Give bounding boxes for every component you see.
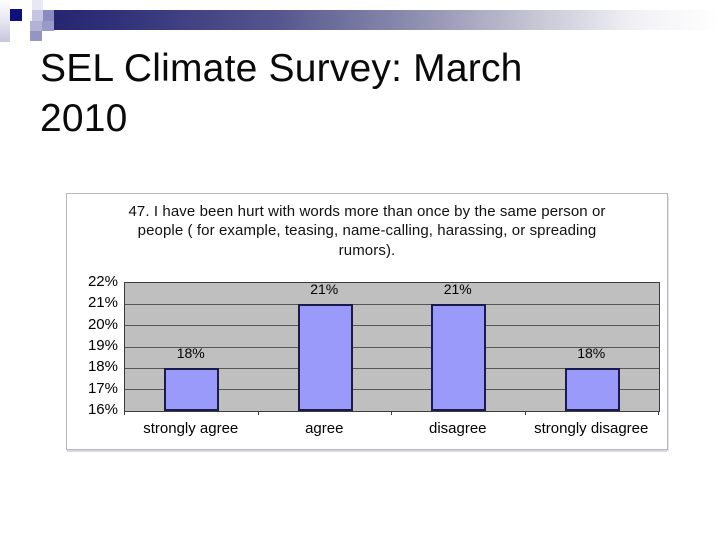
gridline: [125, 325, 659, 327]
decoration-navy-square: [10, 9, 22, 21]
decoration-square: [43, 10, 54, 21]
gridline: [125, 303, 659, 305]
decoration-left-strip: [0, 0, 10, 42]
x-axis-tick: [257, 411, 259, 415]
x-axis-tick: [124, 411, 125, 415]
data-label-agree: 21%: [310, 281, 339, 298]
y-axis-tick-label: 21%: [87, 294, 118, 312]
data-label-strongly-agree: 18%: [176, 345, 205, 362]
slide-title: SEL Climate Survey: March 2010: [40, 47, 523, 140]
decoration-gradient-bar: [37, 10, 720, 30]
category-label-strongly-disagree: strongly disagree: [534, 420, 649, 437]
decoration-square: [30, 21, 42, 31]
gridline: [125, 389, 659, 391]
y-axis-tick-label: 16%: [87, 401, 118, 418]
survey-bar-chart: 47. I have been hurt with words more tha…: [66, 193, 668, 450]
y-axis-tick-label: 22%: [87, 273, 118, 290]
data-label-strongly-disagree: 18%: [577, 345, 606, 362]
category-label-strongly-agree: strongly agree: [143, 420, 239, 437]
x-axis-tick: [391, 411, 392, 415]
bar-strongly-disagree: [564, 368, 620, 411]
plot-area: [124, 282, 660, 412]
decoration-square: [30, 31, 42, 41]
category-label-disagree: disagree: [428, 420, 487, 437]
bar-disagree: [431, 304, 487, 411]
decoration-square: [32, 10, 43, 21]
decoration-square: [32, 0, 43, 10]
chart-title: 47. I have been hurt with words more tha…: [128, 203, 606, 259]
y-axis-tick-label: 18%: [87, 358, 118, 376]
x-axis-tick: [658, 411, 659, 415]
gridline: [125, 367, 659, 369]
data-label-disagree: 21%: [443, 281, 472, 298]
y-axis-tick-label: 17%: [87, 379, 118, 397]
decoration-square: [42, 21, 54, 31]
bar-strongly-agree: [164, 368, 220, 411]
category-label-agree: agree: [305, 420, 344, 437]
y-axis-tick-label: 19%: [87, 337, 118, 354]
bar-agree: [297, 304, 353, 411]
gridline: [125, 346, 659, 348]
y-axis-tick-label: 20%: [87, 315, 118, 333]
x-axis-tick: [524, 411, 526, 415]
